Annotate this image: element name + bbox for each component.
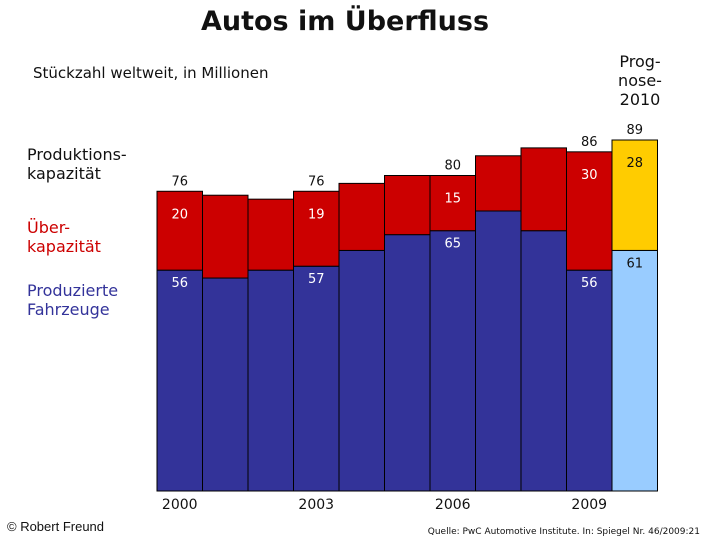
data-label-total: 76 — [171, 174, 188, 189]
bar-produced — [520, 230, 567, 492]
bar-overcapacity — [293, 190, 340, 267]
bar-produced — [338, 249, 385, 492]
bar-overcapacity — [520, 147, 567, 232]
bar-overcapacity — [338, 182, 385, 251]
data-label-produced: 61 — [626, 256, 643, 271]
bar-overcapacity — [475, 155, 522, 212]
author-credit: © Robert Freund — [7, 519, 105, 534]
data-label-overcapacity: 28 — [626, 156, 643, 171]
bar-produced — [384, 234, 431, 492]
bar-overcapacity — [611, 139, 658, 251]
bar-produced — [429, 230, 476, 492]
data-label-total: 86 — [581, 135, 598, 150]
bar-overcapacity — [384, 174, 431, 236]
x-tick-label: 2003 — [298, 497, 334, 513]
x-tick-label: 2000 — [162, 497, 198, 513]
data-label-overcapacity: 30 — [581, 168, 598, 183]
data-label-overcapacity: 20 — [171, 207, 188, 222]
bar-produced — [293, 265, 340, 492]
chart-subtitle: Stückzahl weltweit, in Millionen — [33, 64, 269, 82]
legend-capacity: Produktions- kapazität — [27, 145, 127, 183]
bar-produced — [611, 249, 658, 492]
data-label-total: 89 — [626, 123, 643, 138]
data-label-produced: 56 — [581, 276, 598, 291]
data-label-total: 76 — [308, 174, 325, 189]
data-label-produced: 65 — [444, 237, 461, 252]
bar-overcapacity — [202, 194, 249, 279]
bar-overcapacity — [247, 198, 294, 271]
bar-overcapacity — [156, 190, 203, 271]
source-note: Quelle: PwC Automotive Institute. In: Sp… — [427, 527, 700, 537]
legend-produced: Produzierte Fahrzeuge — [27, 281, 119, 319]
data-label-produced: 57 — [308, 272, 325, 287]
forecast-label: Prog- nose- 2010 — [618, 52, 662, 109]
data-label-overcapacity: 19 — [308, 207, 325, 222]
data-label-overcapacity: 15 — [444, 191, 461, 206]
legend-overcapacity: Über- kapazität — [27, 218, 101, 256]
data-label-total: 80 — [444, 158, 461, 173]
data-label-produced: 56 — [171, 276, 188, 291]
bar-produced — [475, 210, 522, 492]
bar-produced — [566, 269, 613, 492]
chart-title: Autos im Überfluss — [200, 6, 490, 37]
bar-produced — [156, 269, 203, 492]
bar-produced — [202, 277, 249, 492]
x-tick-label: 2006 — [435, 497, 471, 513]
x-tick-label: 2009 — [571, 497, 607, 513]
bar-overcapacity — [566, 151, 613, 271]
bar-produced — [247, 269, 294, 492]
